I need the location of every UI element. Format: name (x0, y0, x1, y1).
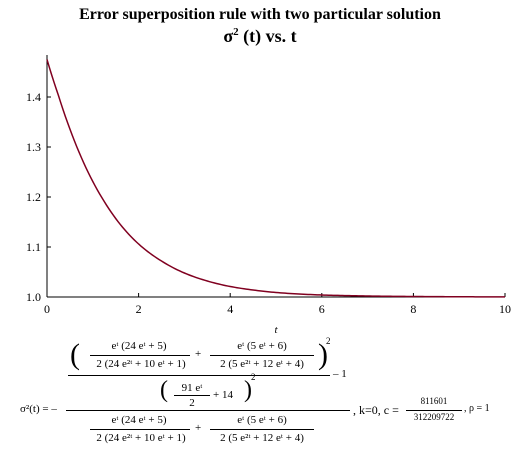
frac3-denominator: 2 (24 e²ᵗ + 10 eᵗ + 1) (96, 432, 186, 444)
x-tick-label: 4 (227, 302, 233, 316)
mid-numerator: 91 eᵗ (181, 382, 203, 394)
x-tick-label: 0 (44, 302, 50, 316)
y-ticks: 1.0 1.1 1.2 1.3 1.4 (26, 90, 51, 304)
x-axis-label: t (274, 324, 278, 336)
chart-subtitle: σ2 (t) vs. t (0, 26, 520, 47)
frac1-numerator: eᵗ (24 eᵗ + 5) (111, 340, 167, 352)
y-tick-label: 1.1 (26, 240, 41, 254)
param-rho: , ρ = 1 (464, 403, 490, 414)
square-2: 2 (251, 372, 256, 382)
plus-1: + (195, 348, 202, 360)
x-tick-label: 8 (410, 302, 416, 316)
x-tick-label: 10 (499, 302, 511, 316)
y-tick-label: 1.0 (26, 290, 41, 304)
square-1: 2 (326, 336, 331, 346)
x-tick-label: 6 (319, 302, 325, 316)
subtitle-rest: (t) vs. t (243, 26, 297, 46)
y-tick-label: 1.2 (26, 190, 41, 204)
mid-denominator: 2 (189, 397, 195, 409)
plus-2: + (195, 422, 202, 434)
frac1-denominator: 2 (24 e²ᵗ + 10 eᵗ + 1) (96, 358, 186, 370)
series-line (46, 59, 505, 298)
x-ticks: 0 2 4 6 8 10 (44, 293, 511, 316)
y-tick-label: 1.3 (26, 140, 41, 154)
frac4-numerator: eᵗ (5 eᵗ + 6) (237, 414, 287, 426)
frac3-numerator: eᵗ (24 eᵗ + 5) (111, 414, 167, 426)
x-tick-label: 2 (136, 302, 142, 316)
y-tick-label: 1.4 (26, 90, 41, 104)
frac4-denominator: 2 (5 e²ᵗ + 12 eᵗ + 4) (220, 432, 304, 444)
param-k-c: , k=0, c = (353, 403, 399, 417)
c-denominator: 312209722 (413, 412, 455, 422)
subtitle-sigma: σ (223, 26, 234, 46)
plot-area: 0 2 4 6 8 10 1.0 1.1 1.2 1.3 1.4 t (26, 55, 511, 336)
frac2-denominator: 2 (5 e²ᵗ + 12 eᵗ + 4) (220, 358, 304, 370)
frac2-numerator: eᵗ (5 eᵗ + 6) (237, 340, 287, 352)
mid-plus-14: + 14 (213, 389, 233, 401)
formula-lhs: σ²(t) = – (20, 403, 57, 415)
minus-one: – 1 (333, 368, 347, 380)
subtitle-power: 2 (233, 26, 239, 38)
chart-title: Error superposition rule with two partic… (79, 6, 441, 23)
c-numerator: 811601 (420, 396, 448, 406)
